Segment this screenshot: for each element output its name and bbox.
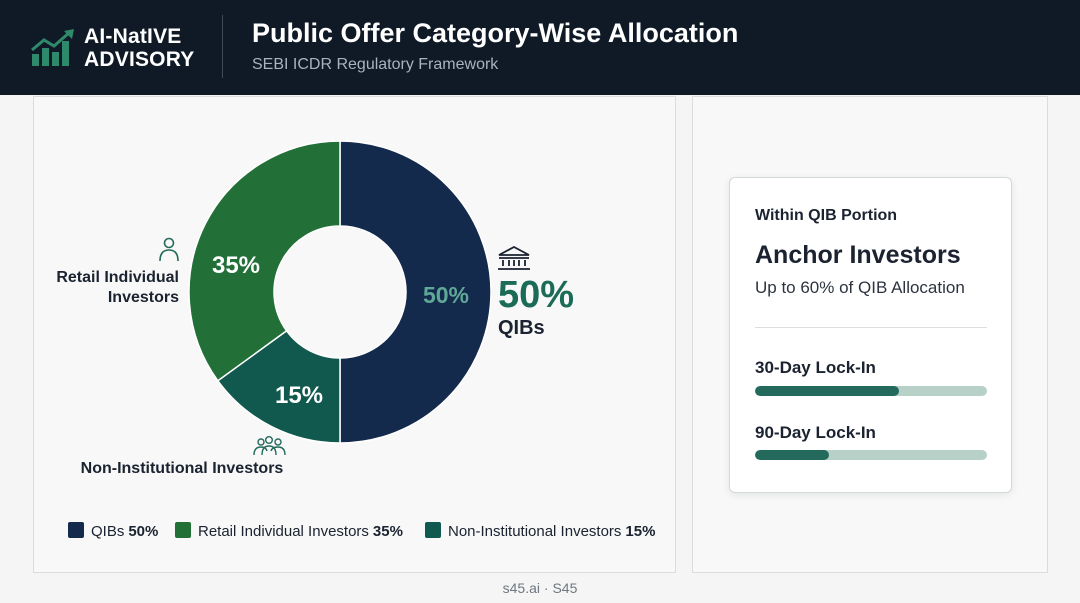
legend-swatch-retail — [175, 522, 191, 538]
legend-name-retail: Retail Individual Investors — [198, 523, 369, 540]
page-title: Public Offer Category-Wise Allocation — [252, 18, 739, 48]
lockin-30-label: 30-Day Lock-In — [755, 358, 876, 377]
legend-swatch-nii — [425, 522, 441, 538]
legend: QIBs 50% Retail Individual Investors 35% N… — [68, 522, 655, 540]
donut-slice-qibs — [339, 140, 492, 444]
header: AI-NatIVE ADVISORY Public Offer Category… — [0, 0, 1080, 95]
lockin-90-progress-fill — [755, 450, 830, 460]
legend-name-nii: Non-Institutional Investors — [448, 523, 621, 540]
legend-item-retail: Retail Individual Investors 35% — [198, 523, 403, 540]
logo-line-1: AI-NatIVE — [84, 25, 182, 48]
growth-chart-icon — [31, 29, 74, 66]
callout-qib-label: QIBs — [498, 317, 545, 339]
footer: s45.ai · S45 — [502, 580, 578, 596]
anchor-investors-card: Within QIB Portion Anchor Investors Up t… — [729, 177, 1012, 493]
card-divider — [755, 327, 987, 328]
legend-item-nii: Non-Institutional Investors 15% — [448, 523, 655, 540]
card-subtitle: Up to 60% of QIB Allocation — [755, 278, 965, 297]
logo-line-2: ADVISORY — [84, 48, 195, 71]
callout-qib-value: 50% — [498, 274, 574, 316]
logo-text: AI-NatIVE ADVISORY — [84, 25, 195, 71]
slice-label-retail: 35% — [212, 252, 260, 279]
legend-name-qibs: QIBs — [91, 523, 124, 540]
slice-label-qibs: 50% — [423, 282, 469, 308]
lockin-90-progress — [755, 450, 987, 460]
legend-value-retail: 35% — [373, 523, 403, 540]
group-icon — [253, 436, 286, 456]
lockin-30-progress — [755, 386, 987, 396]
callout-retail-label-line-2: Investors — [108, 289, 179, 306]
callout-retail-label-line-1: Retail Individual — [56, 269, 179, 286]
callout-nii-label: Non-Institutional Investors — [81, 460, 284, 477]
lockin-90-label: 90-Day Lock-In — [755, 423, 876, 442]
card-title: Anchor Investors — [755, 241, 961, 269]
donut-slice-retail — [188, 140, 341, 382]
person-icon — [159, 237, 179, 262]
lockin-30-progress-fill — [755, 386, 899, 396]
card-eyebrow: Within QIB Portion — [755, 207, 898, 224]
header-divider — [222, 15, 223, 78]
legend-value-nii: 15% — [625, 523, 655, 540]
legend-swatch-qibs — [68, 522, 84, 538]
legend-item-qibs: QIBs 50% — [91, 523, 158, 540]
page-subtitle: SEBI ICDR Regulatory Framework — [252, 56, 499, 73]
legend-value-qibs: 50% — [128, 523, 158, 540]
bank-icon — [498, 245, 530, 270]
logo: AI-NatIVE ADVISORY — [30, 24, 200, 72]
slice-label-nii: 15% — [275, 382, 323, 409]
